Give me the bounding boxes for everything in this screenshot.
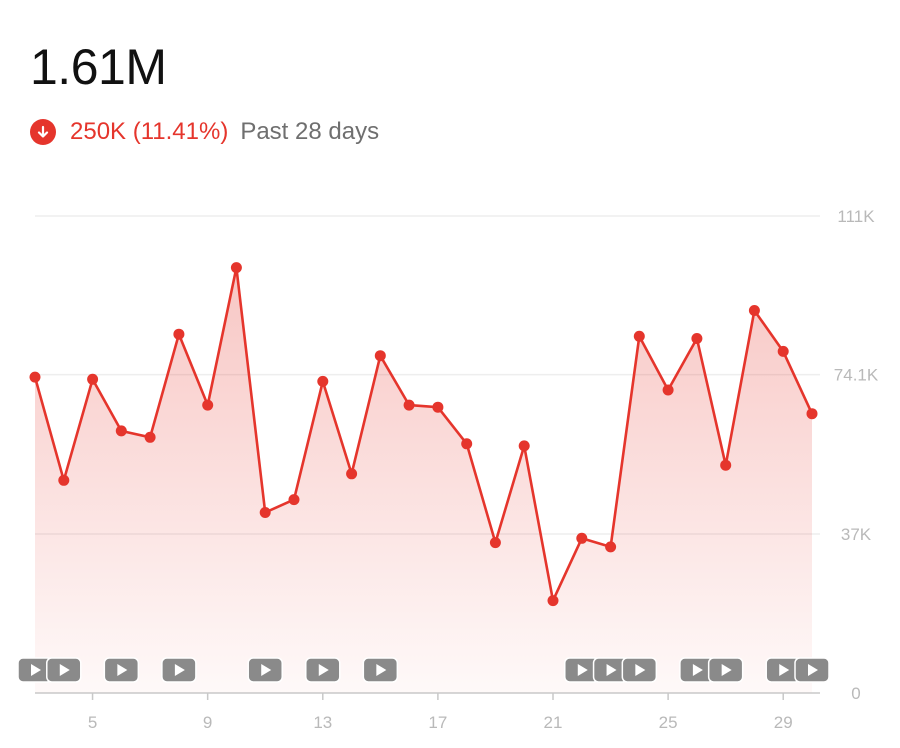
data-point [691, 333, 703, 344]
series-line [33, 266, 814, 602]
x-tick-label: 21 [544, 713, 563, 732]
y-tick-label: 37K [841, 525, 872, 544]
data-point [806, 408, 818, 420]
data-point [202, 399, 214, 411]
x-tick-label: 9 [203, 713, 212, 732]
data-point [633, 330, 645, 342]
data-point [720, 459, 732, 471]
play-glyph [31, 664, 41, 676]
play-glyph [606, 664, 617, 676]
play-icon [621, 657, 658, 683]
arrow-down-circle-icon [30, 119, 56, 145]
data-point [777, 345, 789, 357]
y-tick-label: 0 [851, 684, 860, 703]
play-icon [707, 657, 744, 683]
x-tick-label: 29 [774, 713, 793, 732]
play-icon [305, 657, 341, 683]
play-icon [46, 657, 82, 683]
change-value: 250K (11.41%) [70, 118, 229, 145]
data-point [115, 425, 127, 437]
play-icon [765, 657, 801, 683]
y-tick-label: 111K [837, 207, 875, 226]
period-label: Past 28 days [240, 118, 380, 145]
play-glyph [59, 664, 70, 676]
play-icon [103, 657, 140, 683]
area-layer [33, 266, 814, 693]
data-point [29, 371, 41, 383]
data-points [29, 262, 818, 607]
data-point [576, 532, 588, 544]
play-icon [794, 657, 830, 683]
play-icon [17, 657, 53, 683]
play-glyph [261, 664, 272, 676]
data-point [317, 375, 329, 387]
data-point [432, 401, 444, 413]
play-glyph [117, 664, 128, 676]
data-point [403, 399, 415, 411]
data-point [230, 262, 242, 274]
y-tick-label: 74.1K [834, 366, 879, 385]
change-summary: 250K (11.41%) Past 28 days [30, 118, 379, 146]
play-glyph [318, 664, 329, 676]
data-point [547, 595, 559, 607]
data-point [87, 373, 99, 385]
data-point [605, 541, 617, 553]
data-point [346, 468, 358, 480]
play-glyph [174, 664, 185, 676]
data-point [259, 507, 271, 518]
play-icon [247, 657, 283, 683]
area-fill [35, 267, 812, 693]
video-markers [17, 657, 830, 683]
data-point [144, 431, 156, 443]
data-point [662, 384, 674, 396]
x-tick-label: 5 [88, 713, 97, 732]
data-point [173, 328, 185, 340]
data-point [518, 440, 530, 452]
play-glyph [577, 664, 588, 676]
data-point [58, 474, 70, 486]
play-icon [161, 657, 197, 683]
play-glyph [779, 664, 790, 676]
arrow-down-glyph [37, 125, 49, 138]
data-point [374, 350, 386, 362]
play-glyph [692, 664, 703, 676]
x-axis: 5 9 13 17 21 25 29 [35, 692, 820, 732]
play-icon [362, 657, 399, 683]
x-tick-label: 13 [313, 713, 332, 732]
x-tick-label: 17 [428, 713, 447, 732]
play-glyph [635, 664, 646, 676]
play-glyph [721, 664, 732, 676]
data-point [748, 305, 760, 316]
play-glyph [808, 664, 818, 676]
x-tick-label: 25 [659, 713, 678, 732]
play-glyph [376, 664, 387, 676]
data-point [288, 494, 300, 506]
data-point [489, 537, 501, 549]
total-views-value: 1.61M [30, 39, 167, 95]
data-point [461, 438, 473, 450]
